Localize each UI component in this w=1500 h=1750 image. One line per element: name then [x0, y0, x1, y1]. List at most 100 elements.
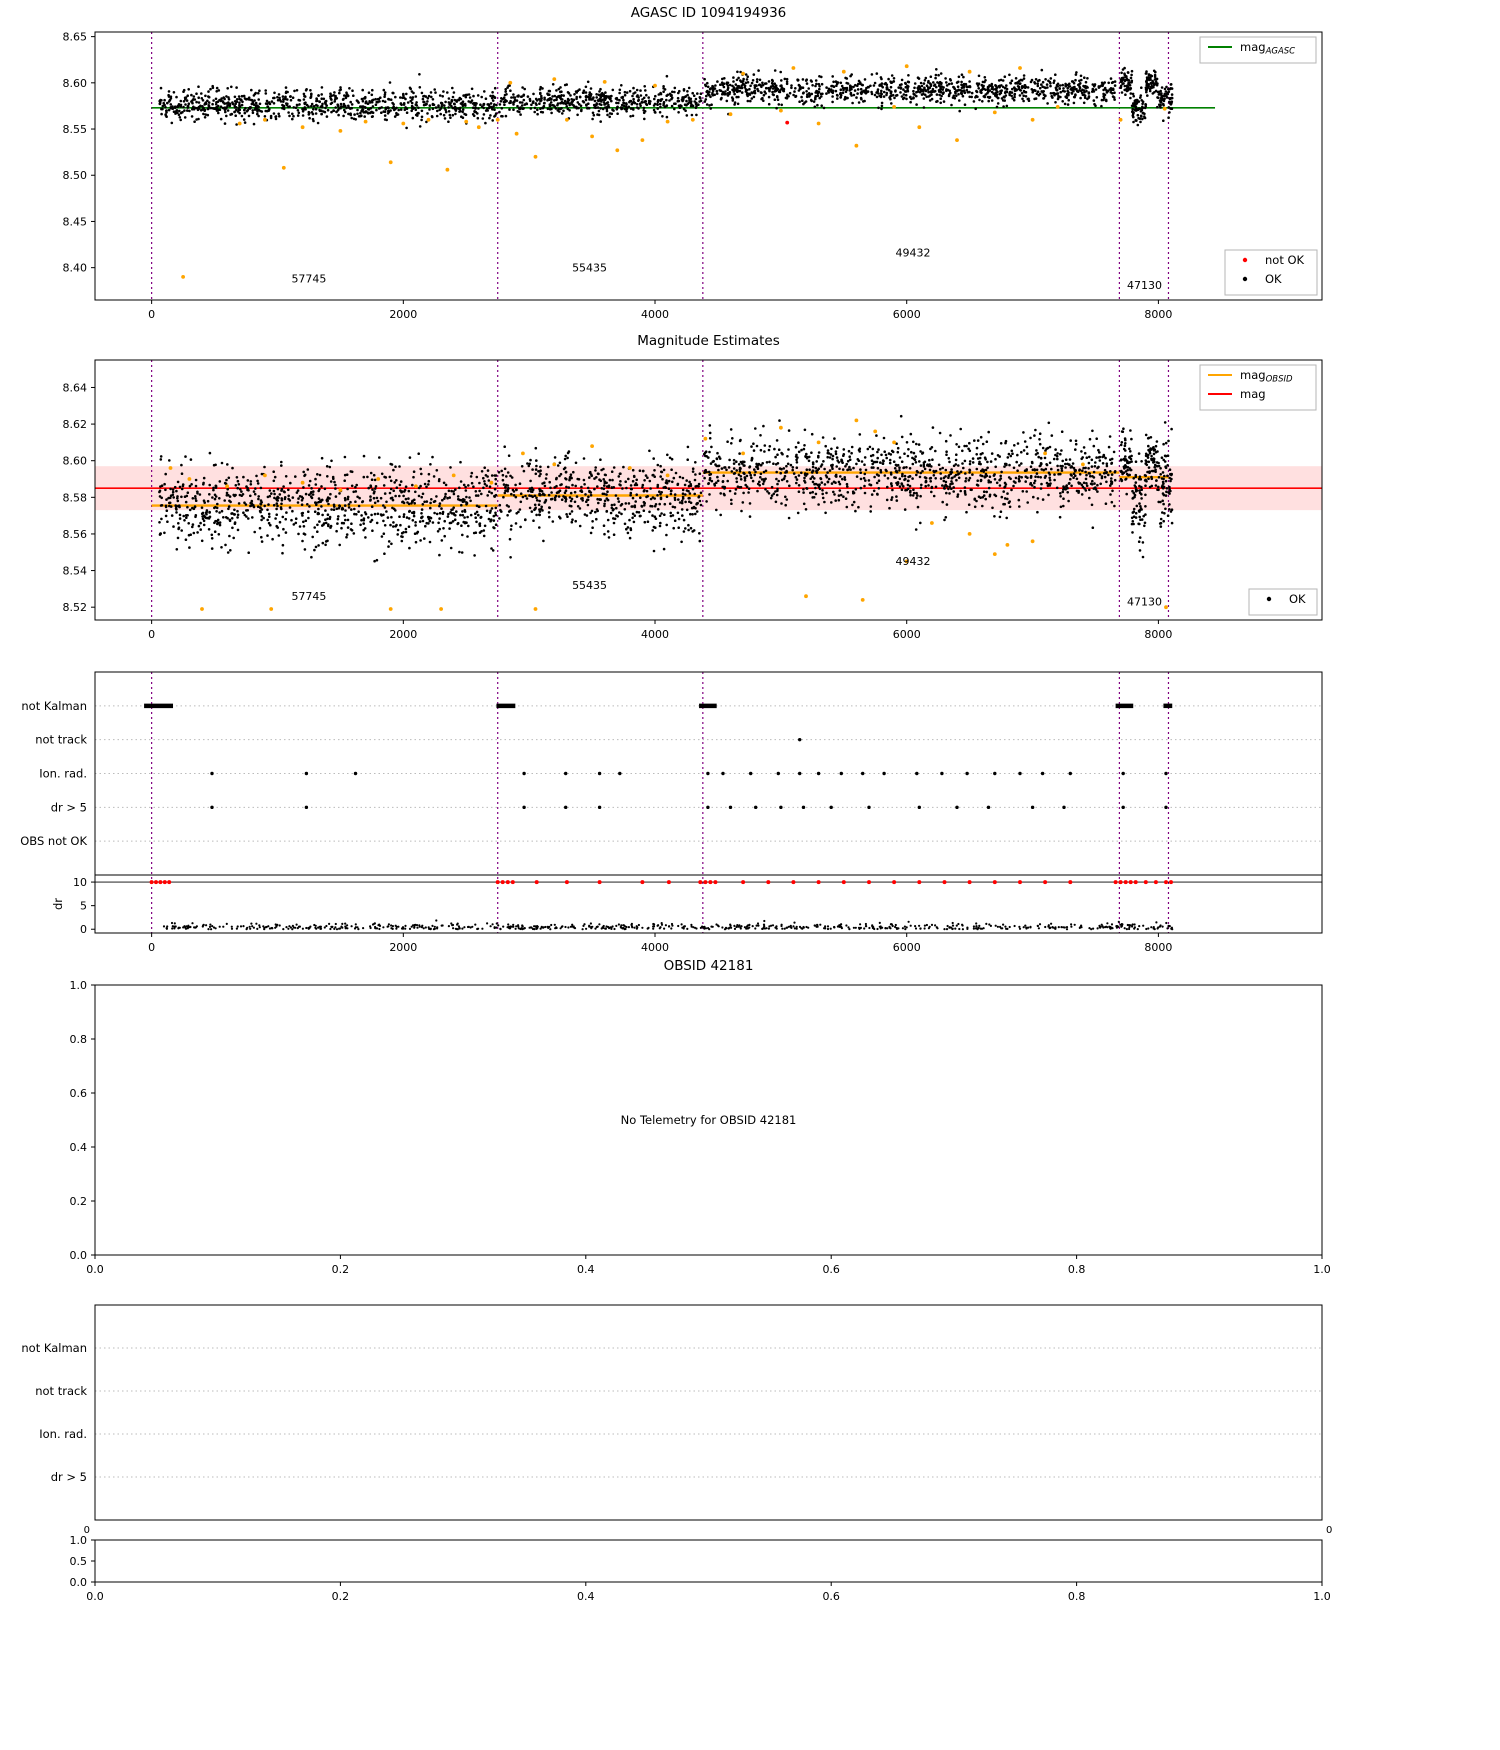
- x-tick-label: 0: [148, 941, 155, 954]
- panel-magnitude-estimates-chart: 57745 55435 49432 47130 0 2000 4000 6000 8000 8.5…: [63, 333, 1323, 641]
- y-axis-ticks: 8.40 8.45 8.50 8.55 8.60 8.65: [63, 31, 95, 275]
- y-tick-label: 8.58: [63, 491, 88, 504]
- x-tick-label: 0.2: [332, 1590, 350, 1603]
- x-tick-label: 0.0: [86, 1590, 104, 1603]
- flag-category-label: Ion. rad.: [39, 767, 87, 781]
- chart-title: Magnitude Estimates: [637, 333, 779, 349]
- flag-category-label: dr > 5: [51, 800, 87, 814]
- not-ok-points: [785, 120, 790, 125]
- x-tick-label: 0.0: [86, 1263, 104, 1275]
- x-tick-label: 0.6: [822, 1590, 840, 1603]
- y-axis-ticks: 8.52 8.54 8.56 8.58 8.60 8.62 8.64: [63, 381, 95, 614]
- legend-box: [1199, 364, 1317, 411]
- y-tick-label: 0.0: [70, 1249, 88, 1262]
- obsid-boundary-vlines: [151, 32, 1170, 300]
- x-tick-label: 4000: [641, 308, 669, 321]
- y-tick-label: 8.55: [63, 123, 88, 136]
- obsid-boundary-vlines: [151, 672, 1170, 933]
- x-tick-label: 8000: [1144, 308, 1172, 321]
- obsid-label: 57745: [291, 272, 326, 285]
- obsid-label: 47130: [1127, 279, 1162, 292]
- dr-axis-label: dr: [51, 898, 65, 910]
- y-tick-label: 8.40: [63, 262, 88, 275]
- x-tick-label: 0.4: [577, 1590, 595, 1603]
- x-tick-label: 2000: [389, 941, 417, 954]
- flag-category-label: Ion. rad.: [39, 1427, 87, 1441]
- legend-label: mag: [1240, 387, 1266, 401]
- sub-tick-label: 0.0: [70, 1576, 88, 1589]
- flag-category-label: not track: [35, 1384, 87, 1398]
- dr-tick-label: 10: [73, 876, 87, 889]
- y-tick-label: 8.60: [63, 455, 88, 468]
- x-tick-label: 0.2: [332, 1263, 350, 1275]
- legend-dot-marker: [1242, 276, 1248, 282]
- legend-label: not OK: [1265, 253, 1305, 267]
- x-tick-label: 4000: [641, 628, 669, 641]
- legend-box: [1224, 249, 1318, 296]
- y-tick-label: 0.6: [70, 1087, 88, 1100]
- obsid-label: 47130: [1127, 595, 1162, 608]
- x-tick-label: 2000: [389, 628, 417, 641]
- y-tick-label: 8.62: [63, 418, 88, 431]
- y-axis-ticks: 0.0 0.2 0.4 0.6 0.8 1.0: [70, 979, 95, 1262]
- y-tick-label: 0.4: [70, 1141, 88, 1154]
- corner-zero-left: 0: [84, 1525, 90, 1536]
- category-gridlines: [95, 1347, 1322, 1478]
- sub-tick-label: 1.0: [70, 1534, 88, 1547]
- obsid-label: 57745: [291, 590, 326, 603]
- x-tick-label: 6000: [893, 628, 921, 641]
- axes-frame: [94, 31, 1323, 301]
- x-axis-ticks: 0 2000 4000 6000 8000: [148, 300, 1172, 321]
- panel-agasc-magnitude-chart: 57745 55435 49432 47130 0 2000 4000 6000 8000 8.4…: [63, 5, 1323, 321]
- y-tick-label: 8.52: [63, 601, 88, 614]
- ion-rad-points: [210, 771, 1168, 776]
- x-tick-label: 8000: [1144, 628, 1172, 641]
- dr-gt5-points: [210, 805, 1168, 810]
- dr-axes-frame: [94, 874, 1323, 934]
- x-tick-label: 2000: [389, 308, 417, 321]
- x-tick-label: 0: [148, 628, 155, 641]
- x-axis-ticks: 0.0 0.2 0.4 0.6 0.8 1.0: [86, 1255, 1331, 1275]
- flags-axes-frame: [94, 1304, 1323, 1521]
- x-tick-label: 0.6: [822, 1263, 840, 1275]
- legend-dot-marker: [1242, 257, 1248, 263]
- x-tick-label: 8000: [1144, 941, 1172, 954]
- legend-box: [1199, 36, 1317, 64]
- y-tick-label: 1.0: [70, 979, 88, 992]
- x-tick-label: 6000: [893, 941, 921, 954]
- x-tick-label: 0: [148, 308, 155, 321]
- chart-title: AGASC ID 1094194936: [631, 5, 787, 21]
- dr-tick-label: 0: [80, 923, 87, 936]
- y-tick-label: 8.64: [63, 381, 88, 394]
- ok-points: [158, 66, 1174, 130]
- x-tick-label: 4000: [641, 941, 669, 954]
- y-tick-label: 8.50: [63, 169, 88, 182]
- axes-frame: [94, 359, 1323, 621]
- flagged-points: [181, 64, 1167, 279]
- panel-obsid-42181-empty-chart: 0.0 0.2 0.4 0.6 0.8 1.0 0.0 0.2 0.4 0.6 0.8 1.0 OBSI…: [70, 958, 1331, 1275]
- x-tick-label: 0.8: [1068, 1590, 1086, 1603]
- y-tick-label: 8.60: [63, 77, 88, 90]
- sub-axes-frame: [94, 1539, 1323, 1583]
- y-tick-label: 8.54: [63, 565, 88, 578]
- x-tick-label: 1.0: [1313, 1590, 1331, 1603]
- corner-zero-right: 0: [1326, 1525, 1332, 1536]
- flag-category-label: dr > 5: [51, 1470, 87, 1484]
- x-tick-label: 0.8: [1068, 1263, 1086, 1275]
- obsid-label: 55435: [572, 579, 607, 592]
- x-axis-ticks: 0 2000 4000 6000 8000: [148, 620, 1172, 641]
- legend-box: [1248, 588, 1318, 616]
- legend-label: OK: [1289, 592, 1306, 606]
- obsid-label: 49432: [896, 555, 931, 568]
- x-tick-label: 1.0: [1313, 1263, 1331, 1275]
- flag-category-label: not Kalman: [21, 1341, 87, 1355]
- dr-tick-label: 5: [80, 900, 87, 913]
- x-tick-label: 0.4: [577, 1263, 595, 1275]
- dr-clipped-red-points: [149, 880, 1173, 885]
- flag-category-label: OBS not OK: [20, 834, 87, 848]
- y-tick-label: 8.65: [63, 31, 88, 44]
- obsid-boundary-vlines: [151, 360, 1170, 620]
- flag-category-label: not track: [35, 733, 87, 747]
